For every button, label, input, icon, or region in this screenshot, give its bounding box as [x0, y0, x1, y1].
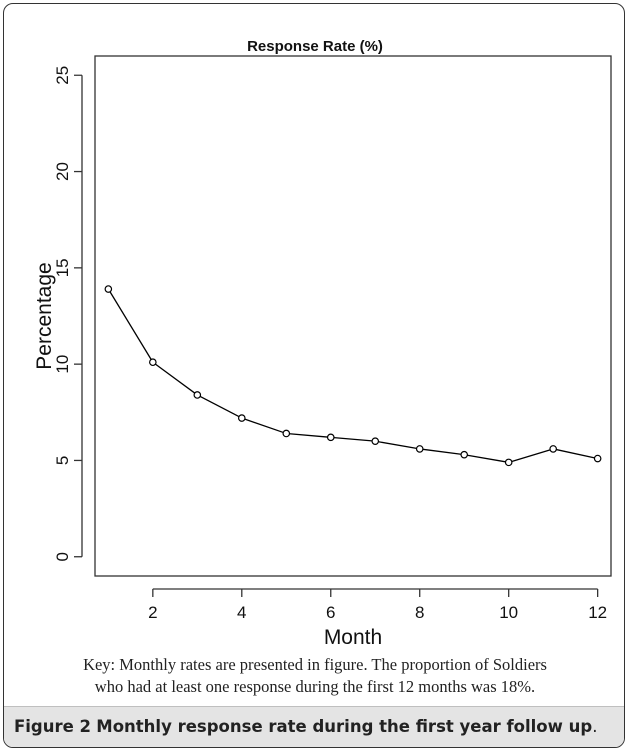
data-point [104, 285, 113, 293]
series-line-segment [467, 454, 506, 463]
key-note: Key: Monthly rates are presented in figu… [18, 654, 612, 698]
chart-title: Response Rate (%) [247, 38, 383, 55]
y-tick-label: 5 [53, 456, 72, 465]
key-note-line-1: Key: Monthly rates are presented in figu… [83, 655, 547, 674]
x-axis: 2 4 6 8 10 12 [148, 588, 607, 622]
x-tick-label: 6 [326, 603, 335, 622]
line-chart: Response Rate (%) 0 5 10 15 20 25 2 4 6 8 10 12 Mo… [33, 38, 612, 644]
series-line-segment [109, 291, 152, 360]
caption-text: Monthly response rate during the first y… [96, 717, 593, 736]
data-point [593, 454, 602, 463]
series-line-segment [422, 448, 462, 455]
y-tick-label: 15 [53, 258, 72, 277]
figure-caption: Figure 2 Monthly response rate during th… [14, 717, 597, 736]
series-line-segment [289, 433, 328, 438]
x-tick-label: 2 [148, 603, 157, 622]
data-point [149, 358, 157, 367]
figure-frame: Response Rate (%) 0 5 10 15 20 25 2 4 6 8 10 12 Mo… [3, 3, 625, 748]
data-point [282, 429, 291, 438]
series-line-segment [378, 441, 417, 449]
series-line-segment [333, 436, 373, 442]
x-tick-label: 4 [237, 603, 246, 622]
data-point [326, 433, 335, 442]
y-tick-label: 25 [53, 66, 72, 85]
series-line-segment [556, 448, 595, 459]
x-tick-label: 8 [415, 603, 424, 622]
caption-bar: Figure 2 Monthly response rate during th… [4, 706, 624, 747]
series-line-segment [155, 363, 196, 394]
series-line-segment [244, 418, 284, 434]
y-tick-label: 0 [53, 552, 72, 561]
y-tick-label: 20 [53, 162, 72, 181]
x-tick-label: 10 [499, 603, 518, 622]
series-line-segment [199, 395, 240, 418]
data-point [371, 437, 380, 445]
key-note-line-2: who had at least one response during the… [94, 677, 536, 696]
series-line-segment [511, 449, 551, 463]
y-tick-label: 10 [53, 355, 72, 374]
caption-label: Figure 2 [14, 717, 92, 736]
plot-area [94, 55, 612, 577]
data-point [549, 445, 557, 453]
y-axis: 0 5 10 15 20 25 [53, 66, 83, 561]
x-tick-label: 12 [588, 603, 607, 622]
data-point [193, 391, 202, 399]
x-axis-label: Month [324, 626, 382, 644]
data-point [504, 458, 513, 467]
data-point [460, 450, 469, 459]
y-axis-label: Percentage [33, 262, 56, 369]
series-group [104, 285, 602, 467]
data-point [237, 414, 246, 422]
data-point [415, 445, 424, 453]
caption-end: . [592, 717, 598, 736]
